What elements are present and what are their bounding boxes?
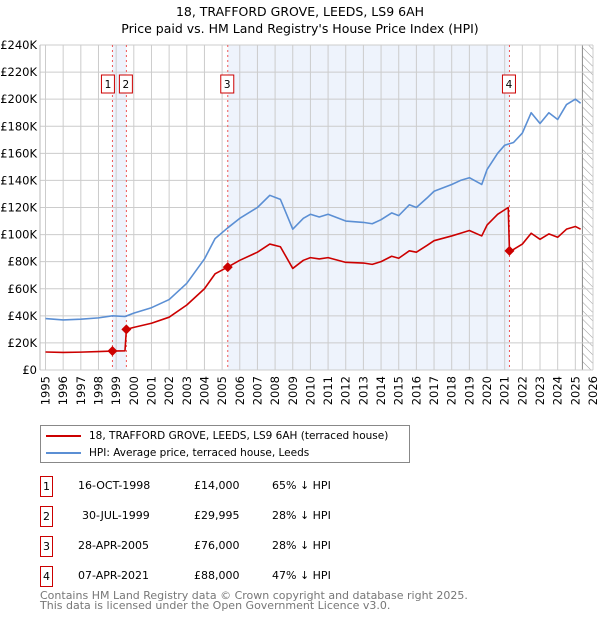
- sale-label: 2: [123, 79, 130, 91]
- y-tick-label: £120K: [0, 201, 37, 215]
- x-tick-label: 2001: [144, 376, 158, 405]
- x-tick-label: 2024: [551, 376, 565, 405]
- sale-hpi-diff: 65% ↓ HPI: [272, 479, 331, 492]
- x-tick-label: 2010: [303, 376, 317, 405]
- y-tick-label: £0: [22, 363, 37, 377]
- sale-date: 30-JUL-1999: [82, 509, 150, 522]
- y-tick-label: £200K: [0, 92, 37, 106]
- y-tick-label: £160K: [0, 146, 37, 160]
- legend-item-hpi: HPI: Average price, terraced house, Leed…: [46, 445, 309, 461]
- x-tick-label: 2006: [233, 376, 247, 405]
- x-tick-label: 2015: [392, 376, 406, 405]
- x-tick-label: 1997: [74, 376, 88, 405]
- footer-copyright: Contains HM Land Registry data © Crown c…: [40, 589, 468, 602]
- x-tick-label: 2022: [515, 376, 529, 405]
- price-chart: 1995 1996 1997 1998 1999 2000 2001 2002 2003 2004…: [0, 38, 600, 405]
- x-tick-label: 2003: [180, 376, 194, 405]
- sale-row: 3 28-APR-2005 £76,000 28% ↓ HPI: [40, 536, 440, 557]
- chart-subtitle: Price paid vs. HM Land Registry's House …: [121, 21, 479, 36]
- sale-point: [107, 346, 118, 357]
- sale-row: 2 30-JUL-1999 £29,995 28% ↓ HPI: [40, 506, 440, 527]
- x-tick-label: 2004: [197, 376, 211, 405]
- legend-label-hpi: HPI: Average price, terraced house, Leed…: [89, 447, 310, 459]
- x-tick-label: 2023: [533, 376, 547, 405]
- y-tick-label: £20K: [8, 336, 38, 350]
- y-tick-label: £80K: [8, 255, 38, 269]
- sale-date: 28-APR-2005: [78, 539, 150, 552]
- sale-row: 1 16-OCT-1998 £14,000 65% ↓ HPI: [40, 476, 440, 497]
- x-tick-label: 2017: [427, 376, 441, 405]
- legend-swatch-hpi: [46, 452, 81, 454]
- x-tick-label: 2005: [215, 376, 229, 405]
- legend-label-property: 18, TRAFFORD GROVE, LEEDS, LS9 6AH (terr…: [89, 430, 389, 442]
- x-tick-label: 2000: [127, 376, 141, 405]
- sale-date: 07-APR-2021: [78, 569, 150, 582]
- sale-hpi-diff: 28% ↓ HPI: [272, 539, 331, 552]
- x-tick-label: 2020: [480, 376, 494, 405]
- x-tick-label: 2016: [409, 376, 423, 405]
- hpi-line: [45, 98, 582, 321]
- y-tick-label: £40K: [8, 309, 38, 323]
- sale-label: 1: [105, 79, 112, 91]
- x-tick-label: 2025: [568, 376, 582, 405]
- sale-number-badge: 3: [40, 536, 53, 557]
- sale-number-badge: 1: [40, 476, 53, 497]
- legend-item-property: 18, TRAFFORD GROVE, LEEDS, LS9 6AH (terr…: [46, 428, 388, 444]
- sale-number-badge: 2: [40, 506, 53, 527]
- x-tick-label: 2011: [321, 376, 335, 405]
- x-tick-label: 2019: [462, 376, 476, 405]
- footer-licence: This data is licensed under the Open Gov…: [40, 599, 391, 612]
- x-tick-label: 2009: [286, 376, 300, 405]
- y-tick-label: £60K: [8, 282, 38, 296]
- x-tick-label: 2013: [356, 376, 370, 405]
- x-tick-label: 1999: [109, 376, 123, 405]
- legend: 18, TRAFFORD GROVE, LEEDS, LS9 6AH (terr…: [40, 425, 410, 463]
- x-tick-label: 2002: [162, 376, 176, 405]
- sale-number-badge: 4: [40, 566, 53, 587]
- sale-label-box: [100, 74, 115, 94]
- sale-point: [504, 245, 515, 256]
- y-tick-label: £180K: [0, 119, 37, 133]
- sale-label: 4: [506, 79, 513, 91]
- x-tick-label: 2026: [586, 376, 600, 405]
- x-tick-label: 2018: [445, 376, 459, 405]
- chart-title: 18, TRAFFORD GROVE, LEEDS, LS9 6AH: [175, 4, 425, 19]
- sale-hpi-diff: 47% ↓ HPI: [272, 569, 331, 582]
- x-tick-label: 2021: [498, 376, 512, 405]
- sale-row: 4 07-APR-2021 £88,000 47% ↓ HPI: [40, 566, 440, 587]
- sale-price: £29,995: [194, 509, 240, 522]
- y-tick-label: £100K: [0, 228, 37, 242]
- x-tick-label: 1995: [39, 376, 53, 405]
- x-tick-label: 1998: [91, 376, 105, 405]
- footer: Contains HM Land Registry data © Crown c…: [40, 589, 468, 612]
- sale-price: £76,000: [194, 539, 240, 552]
- sale-point: [222, 262, 233, 273]
- y-tick-label: £220K: [0, 65, 37, 79]
- sale-label: 3: [224, 79, 231, 91]
- sale-point: [121, 324, 132, 335]
- sale-date: 16-OCT-1998: [78, 479, 151, 492]
- legend-swatch-property: [46, 435, 81, 437]
- y-tick-label: £140K: [0, 173, 37, 187]
- sale-hpi-diff: 28% ↓ HPI: [272, 509, 331, 522]
- x-tick-label: 1996: [56, 376, 70, 405]
- x-tick-label: 2007: [250, 376, 264, 405]
- sale-price: £88,000: [194, 569, 240, 582]
- sale-label-box: [220, 74, 235, 94]
- x-tick-label: 2008: [268, 376, 282, 405]
- sale-price: £14,000: [194, 479, 240, 492]
- sale-label-box: [501, 74, 516, 94]
- sale-label-box: [118, 74, 133, 94]
- x-tick-label: 2014: [374, 376, 388, 405]
- x-tick-label: 2012: [339, 376, 353, 405]
- y-tick-label: £240K: [0, 38, 37, 52]
